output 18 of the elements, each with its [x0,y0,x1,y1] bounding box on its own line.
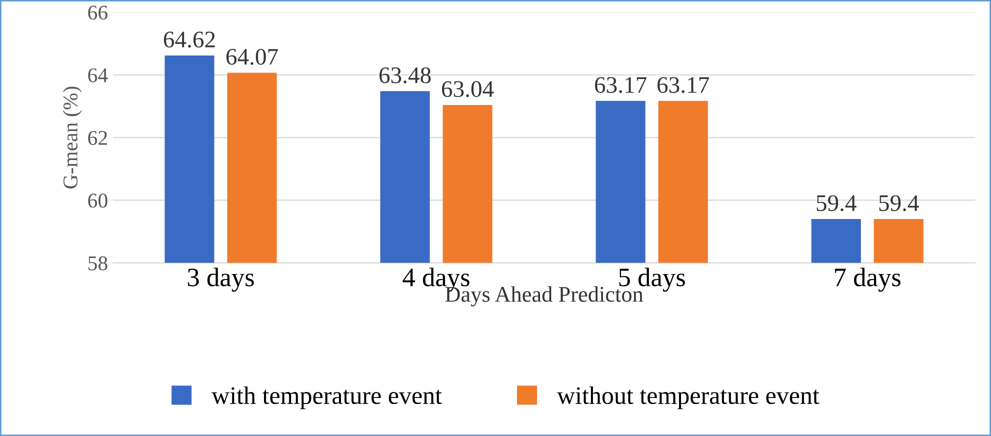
y-tick-label: 58 [88,256,108,270]
data-label: 59.4 [816,195,856,212]
data-label: 63.48 [379,67,431,84]
y-axis-title: G-mean (%) [62,86,82,188]
y-tick-label: 60 [88,194,108,208]
data-label: 63.17 [595,77,646,94]
data-label: 63.04 [442,81,494,98]
data-label: 63.17 [658,77,709,94]
data-label: 64.62 [164,32,215,48]
legend-label: without temperature event [557,386,820,410]
x-tick-label: 7 days [835,268,900,292]
y-tick-label: 62 [88,130,107,145]
data-label: 59.4 [879,195,919,212]
data-label: 64.07 [226,48,278,65]
x-tick-label: 3 days [188,268,254,292]
y-tick-label: 66 [88,6,108,20]
y-tick-label: 64 [88,68,108,82]
legend-label: with temperature event [212,386,442,410]
